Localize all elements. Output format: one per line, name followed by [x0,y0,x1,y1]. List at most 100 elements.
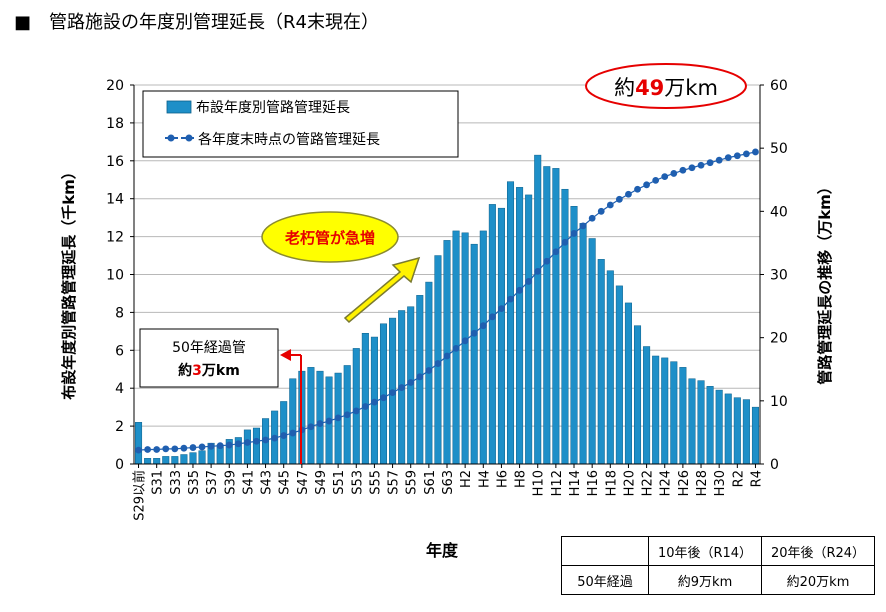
line-point [207,442,215,450]
x-tick-label: S43 [260,470,275,495]
legend-line-marker [167,134,175,142]
projection-table: 10年後（R14） 20年後（R24） 50年経過 約9万km 約20万km [561,536,875,595]
x-tick-label: H28 [695,470,710,496]
bar [497,207,505,465]
y-tick-label: 6 [115,343,124,359]
bar [153,458,161,465]
line-point [652,176,660,184]
x-tick-label: H22 [641,470,656,496]
line-point [461,337,469,345]
fifty-year-value: 3 [192,363,202,379]
x-tick-label: S31 [151,470,166,495]
line-point [262,436,269,444]
total-prefix: 約 [614,76,635,100]
line-point [724,154,732,162]
line-point [597,207,605,215]
total-length-bubble: 約49万km [585,63,747,109]
bar [742,399,750,465]
bar [643,346,651,465]
y-right-tick-label: 20 [770,331,788,347]
y-axis-left-label: 布設年度別管路管理延長（千km） [60,164,78,400]
bar [552,168,560,465]
line-point [144,446,152,453]
bar [516,187,524,465]
x-tick-label: S39 [223,470,238,495]
line-point [661,173,669,180]
x-tick-label: H16 [586,470,601,496]
y-tick-label: 12 [106,230,124,246]
line-point [516,286,523,294]
line-point [452,345,460,352]
x-tick-label: H12 [550,470,565,496]
y-tick-label: 0 [115,457,124,473]
bar [289,378,297,465]
line-point [398,384,406,391]
bar [316,370,324,465]
y-tick-label: 18 [106,116,124,132]
x-tick-label: S35 [187,470,202,495]
bar [697,380,705,465]
fifty-year-line1: 50年経過管 [172,340,246,356]
x-tick-label: S33 [169,470,184,495]
fifty-year-box: 50年経過管 約3万km [139,328,279,388]
bar [615,285,623,465]
y-right-tick-label: 10 [770,394,788,410]
svg-text:約49万km: 約49万km [614,76,718,100]
line-point [334,414,342,422]
x-tick-label: S37 [205,470,220,495]
aging-pipes-callout: 老朽管が急増 [261,211,399,263]
bar [597,259,605,465]
line-point [216,442,224,450]
bar [361,332,369,465]
line-point [407,379,415,386]
line-point [670,170,678,177]
x-tick-label: R4 [749,470,764,487]
x-tick-label: S61 [423,470,438,495]
line-point [625,190,632,198]
y-right-tick-label: 60 [770,78,788,94]
bar [352,348,360,465]
bar [624,302,632,465]
bar [679,367,687,465]
line-point [389,389,396,397]
line-point [552,248,560,256]
bar [733,397,741,465]
line-point [570,230,578,237]
line-point [416,373,424,381]
svg-text:約3万km: 約3万km [178,362,240,379]
table-header-row: 10年後（R14） 20年後（R24） [561,536,875,566]
x-tick-label: H30 [713,470,728,496]
line-series [135,148,759,454]
bar [461,232,469,465]
x-tick-label: H18 [604,470,619,496]
line-point [470,329,478,337]
line-point [352,407,360,415]
line-point [289,429,297,437]
bar [570,206,578,465]
bar [606,270,614,465]
fifty-year-suffix: 万km [201,363,240,379]
legend-line-marker [185,134,193,142]
line-point [361,403,369,410]
table-header-cell: 10年後（R14） [648,536,762,566]
x-tick-label: H20 [622,470,637,496]
x-tick-label: H6 [495,470,510,488]
line-point [752,148,759,156]
bar [706,386,714,465]
x-tick-label: S53 [350,470,365,495]
line-point [561,238,569,246]
bar [652,355,660,465]
page-title: ■ 管路施設の年度別管理延長（R4末現在） [14,12,379,33]
line-point [534,267,542,275]
line-point [643,181,650,189]
line-point [443,352,451,360]
table-header-cell: 20年後（R24） [761,536,875,566]
bar [670,361,678,465]
bar [470,243,478,465]
y-right-tick-label: 0 [770,457,779,473]
x-tick-label: R2 [731,470,746,487]
table-cell-r24: 約20万km [761,565,875,595]
bar [543,166,551,465]
x-axis-ticks: S29以前 S31 S33 S35 S37 S39 S41 S43 S45 S47 S49 S51 S5… [132,464,764,521]
bar [243,429,251,465]
